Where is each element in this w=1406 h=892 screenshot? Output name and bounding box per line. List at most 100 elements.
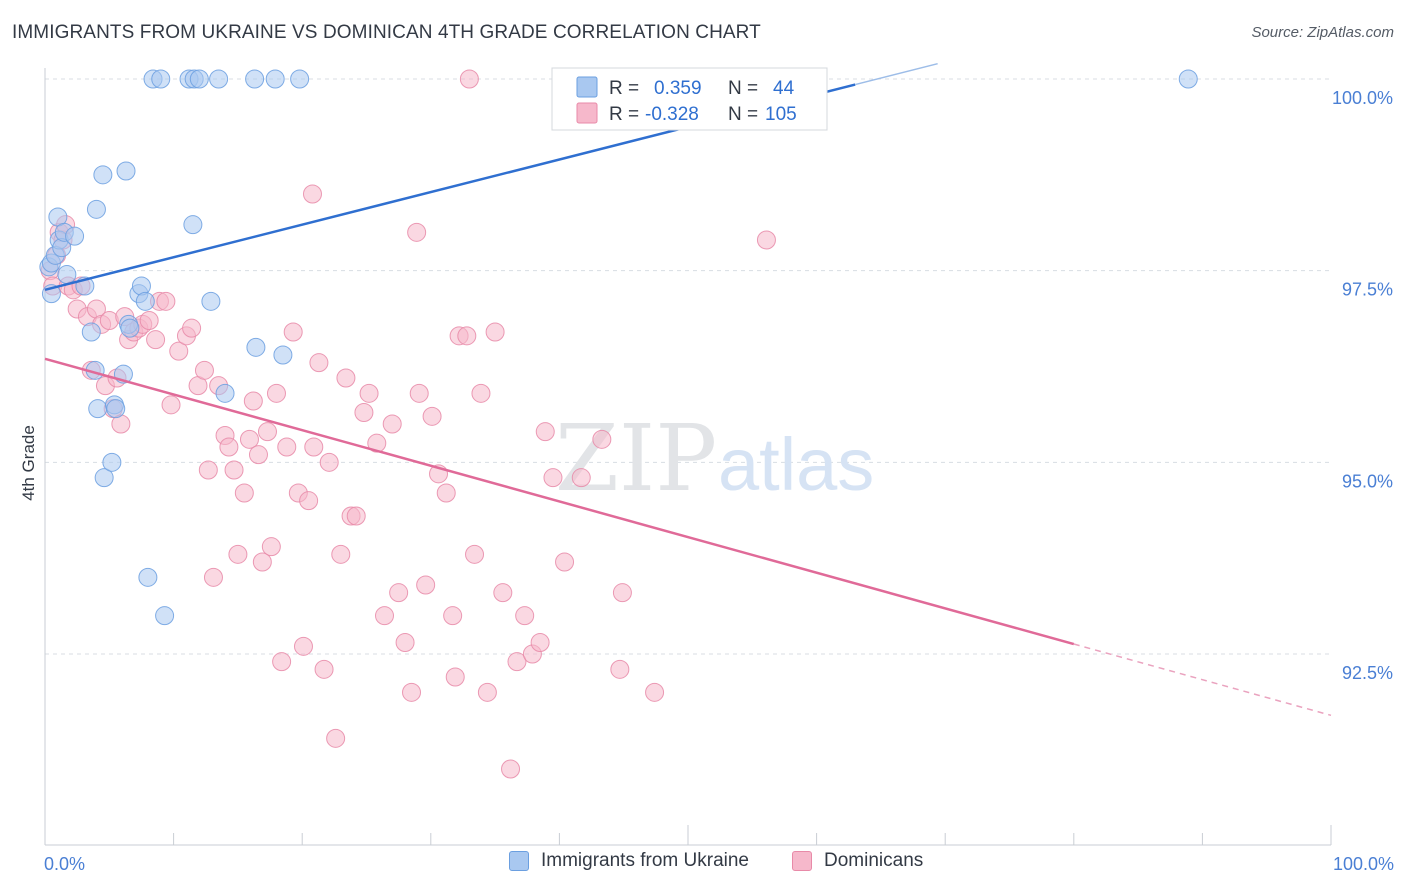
point-dominicans xyxy=(302,184,322,204)
point-ukraine xyxy=(138,567,158,587)
point-ukraine xyxy=(209,69,229,89)
point-ukraine xyxy=(93,165,113,185)
y-axis-title: 4th Grade xyxy=(19,425,38,501)
point-dominicans xyxy=(319,452,339,472)
point-dominicans xyxy=(169,341,189,361)
data-points xyxy=(39,69,1198,779)
point-ukraine xyxy=(57,265,77,284)
trend-line-extension xyxy=(1073,643,1332,717)
legend-r-value: 0.359 xyxy=(654,78,702,99)
point-dominicans xyxy=(457,326,477,346)
point-ukraine xyxy=(86,199,106,219)
point-dominicans xyxy=(507,652,527,672)
point-ukraine xyxy=(116,161,136,181)
point-ukraine xyxy=(135,291,155,311)
point-ukraine xyxy=(273,345,293,365)
point-dominicans xyxy=(416,575,436,595)
grid: 92.5% 95.0% 97.5% 100.0% xyxy=(45,78,1393,683)
point-dominicans xyxy=(555,552,575,572)
point-dominicans xyxy=(161,395,181,415)
point-dominicans xyxy=(382,414,402,434)
point-dominicans xyxy=(477,682,497,702)
point-ukraine xyxy=(265,69,285,89)
point-dominicans xyxy=(239,429,259,449)
point-dominicans xyxy=(314,659,334,679)
point-dominicans xyxy=(146,330,166,350)
point-dominicans xyxy=(156,291,176,311)
point-dominicans xyxy=(299,491,319,511)
point-dominicans xyxy=(182,318,202,338)
series-legend: Immigrants from Ukraine Dominicans xyxy=(0,850,1406,880)
legend-label-dominicans: Dominicans xyxy=(824,850,924,871)
source-label: Source: ZipAtlas.com xyxy=(1251,24,1394,41)
point-ukraine xyxy=(1178,69,1198,89)
point-dominicans xyxy=(645,682,665,702)
legend-swatch-dominicans xyxy=(792,851,812,871)
point-dominicans xyxy=(535,422,555,442)
point-dominicans xyxy=(571,468,591,488)
legend-item-ukraine: Immigrants from Ukraine xyxy=(509,850,749,872)
trend-line-solid xyxy=(44,357,1075,646)
point-dominicans xyxy=(203,567,223,587)
chart-title: IMMIGRANTS FROM UKRAINE VS DOMINICAN 4TH… xyxy=(12,22,761,43)
point-dominicans xyxy=(336,368,356,388)
point-dominicans xyxy=(493,583,513,603)
point-dominicans xyxy=(304,437,324,457)
point-ukraine xyxy=(215,383,235,403)
point-ukraine xyxy=(106,399,126,419)
point-ukraine xyxy=(245,69,265,89)
point-dominicans xyxy=(261,537,281,557)
legend-n-value: 105 xyxy=(765,104,797,125)
point-ukraine xyxy=(151,69,171,89)
point-ukraine xyxy=(246,337,266,357)
point-dominicans xyxy=(409,383,429,403)
point-dominicans xyxy=(501,759,521,779)
point-ukraine xyxy=(81,322,101,342)
point-dominicans xyxy=(234,483,254,503)
trend-line-extension xyxy=(854,62,938,86)
legend-r-value: -0.328 xyxy=(645,104,699,125)
point-dominicans xyxy=(224,460,244,480)
legend-swatch-dominicans xyxy=(576,102,598,124)
legend-r-label: R = xyxy=(609,78,639,99)
point-dominicans xyxy=(266,383,286,403)
point-dominicans xyxy=(515,606,535,626)
point-dominicans xyxy=(309,353,329,373)
point-dominicans xyxy=(198,460,218,480)
legend-r-label: R = xyxy=(609,104,639,125)
trend-lines xyxy=(44,62,1332,717)
point-dominicans xyxy=(610,659,630,679)
point-ukraine xyxy=(183,215,203,235)
point-dominicans xyxy=(272,652,292,672)
point-dominicans xyxy=(389,583,409,603)
point-dominicans xyxy=(402,682,422,702)
legend-n-label: N = xyxy=(728,78,758,99)
watermark-zip: ZIP xyxy=(555,405,717,512)
x-tick-label-min: 0.0% xyxy=(44,854,85,874)
point-dominicans xyxy=(252,552,272,572)
x-tick-label-max: 100.0% xyxy=(1333,854,1394,874)
y-tick-label: 95.0% xyxy=(1342,471,1393,491)
point-dominicans xyxy=(407,222,427,242)
point-ukraine xyxy=(94,468,114,488)
point-dominicans xyxy=(326,728,346,748)
legend-swatch-ukraine xyxy=(576,76,598,98)
point-dominicans xyxy=(346,506,366,526)
point-dominicans xyxy=(375,606,395,626)
point-dominicans xyxy=(257,422,277,442)
point-ukraine xyxy=(155,606,175,626)
point-ukraine xyxy=(120,318,140,338)
point-dominicans xyxy=(465,544,485,564)
point-dominicans xyxy=(243,391,263,411)
point-dominicans xyxy=(277,437,297,457)
axes xyxy=(44,68,1332,846)
point-dominicans xyxy=(445,667,465,687)
point-dominicans xyxy=(283,322,303,342)
point-ukraine xyxy=(88,399,108,419)
point-dominicans xyxy=(592,429,612,449)
point-dominicans xyxy=(354,403,374,422)
y-tick-label: 97.5% xyxy=(1342,280,1393,300)
point-dominicans xyxy=(395,633,415,652)
stats-legend: R = 0.359 N = 44 R = -0.328 N = 105 xyxy=(551,67,828,131)
